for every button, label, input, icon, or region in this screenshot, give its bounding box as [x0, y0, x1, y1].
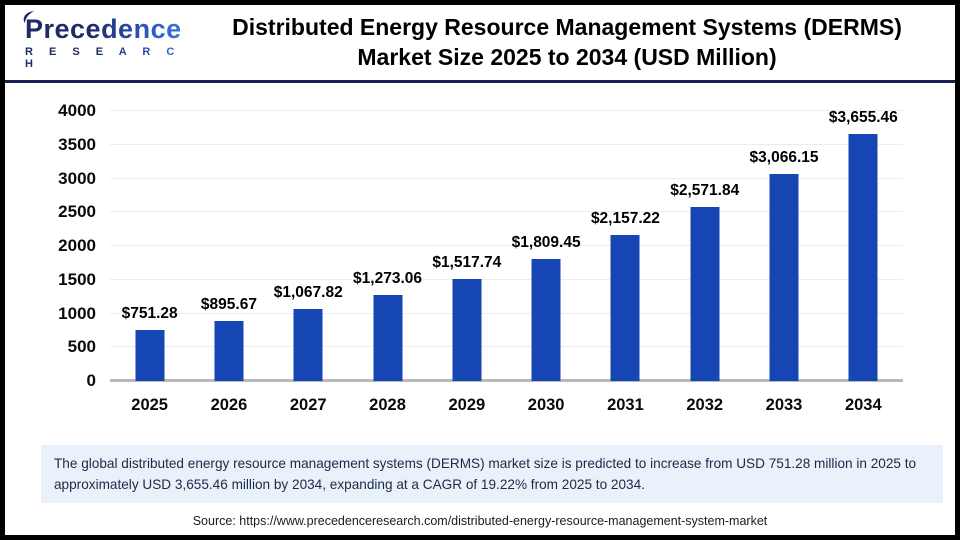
brand-logo: Precedence R E S E A R C H [15, 11, 195, 70]
y-axis-tick-label: 4000 [58, 101, 96, 120]
bar: $3,655.46 [829, 109, 898, 381]
x-axis-tick-label: 2026 [210, 396, 248, 414]
bar-value-label: $2,571.84 [670, 182, 740, 200]
y-axis-tick-label: 3000 [58, 168, 96, 188]
gridline [110, 143, 903, 145]
gridline [110, 110, 903, 111]
bar-column: $3,066.15 2033 [744, 111, 823, 414]
y-axis-tick-label: 3500 [58, 134, 96, 154]
bar-column: $3,655.46 2034 [824, 109, 903, 414]
x-axis-line [110, 379, 903, 382]
plot-area: 0 500 1000 1500 2000 2500 3000 3500 4000 $751.28… [58, 101, 903, 414]
y-axis-tick-label: 1000 [58, 303, 96, 323]
chart-title: Distributed Energy Resource Management S… [195, 13, 945, 73]
bar-column: $1,273.06 2028 [348, 111, 427, 414]
brand-name: Precedence [25, 15, 195, 44]
source-line: Source: https://www.precedenceresearch.c… [192, 514, 768, 529]
bar-column: $1,809.45 2030 [506, 111, 585, 414]
gridline [110, 346, 903, 348]
bar: $895.67 [201, 296, 257, 381]
bars-layer: $751.28 2025 $895.67 2026 $1,067.82 2027 $1,27… [110, 109, 903, 414]
gridline [110, 177, 903, 179]
bar: $1,809.45 [512, 234, 581, 381]
gridline [110, 278, 903, 280]
x-axis-tick-label: 2028 [369, 396, 406, 414]
chart-title-line2: Market Size 2025 to 2034 (USD Million) [357, 43, 777, 70]
y-axis-tick-label: 1500 [58, 269, 96, 289]
chart-title-line1: Distributed Energy Resource Management S… [232, 13, 902, 40]
bar: $3,066.15 [750, 149, 819, 381]
bar: $751.28 [122, 305, 178, 381]
bar-column: $2,571.84 2032 [665, 111, 744, 414]
bar-value-label: $2,157.22 [590, 210, 660, 228]
bar-value-label: $3,655.46 [828, 109, 898, 127]
bar-column: $751.28 2025 [110, 111, 189, 414]
summary-note: The global distributed energy resource m… [41, 445, 943, 504]
bar-value-label: $3,066.15 [749, 149, 819, 167]
x-axis-tick-label: 2034 [844, 396, 882, 414]
bar: $2,157.22 [591, 210, 660, 381]
bar-column: $1,067.82 2027 [269, 111, 348, 414]
bar-value-label: $1,809.45 [511, 233, 581, 251]
bar-column: $1,517.74 2029 [427, 111, 506, 414]
bar: $2,571.84 [670, 182, 739, 381]
bar: $1,067.82 [274, 284, 343, 381]
bar-value-label: $1,517.74 [432, 253, 502, 271]
x-axis-tick-label: 2033 [765, 396, 803, 414]
x-axis-tick-label: 2025 [131, 396, 168, 414]
y-axis-tick-label: 2500 [58, 202, 96, 222]
bar-value-label: $1,067.82 [273, 283, 343, 301]
bar-value-label: $1,273.06 [353, 270, 423, 288]
x-axis-tick-label: 2027 [289, 396, 327, 414]
bar: $1,273.06 [353, 270, 422, 381]
x-axis-tick-label: 2029 [448, 396, 486, 414]
y-axis-tick-label: 500 [67, 337, 96, 357]
header: Precedence R E S E A R C H Distributed E… [5, 5, 955, 83]
x-axis-tick-label: 2032 [686, 396, 724, 414]
bar: $1,517.74 [432, 254, 501, 381]
bar-column: $895.67 2026 [189, 111, 268, 414]
gridline [110, 312, 903, 314]
brand-subtitle: R E S E A R C H [25, 46, 195, 70]
leaf-icon [23, 11, 35, 24]
bar-value-label: $895.67 [200, 295, 257, 313]
y-axis-tick-label: 0 [86, 371, 96, 390]
x-axis-tick-label: 2031 [607, 396, 644, 414]
bar-column: $2,157.22 2031 [586, 111, 665, 414]
x-axis-tick-label: 2030 [527, 396, 565, 414]
bar-value-label: $751.28 [121, 305, 178, 323]
y-axis-tick-label: 2000 [58, 236, 96, 255]
gridline [110, 245, 903, 246]
bar-chart: 0 500 1000 1500 2000 2500 3000 3500 4000 $751.28… [5, 83, 955, 443]
gridline [110, 211, 903, 213]
